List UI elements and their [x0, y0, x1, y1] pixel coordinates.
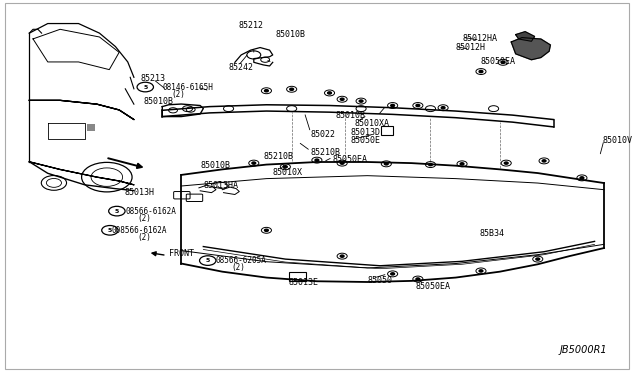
Circle shape [429, 163, 433, 166]
Text: (2): (2) [137, 233, 151, 242]
Polygon shape [516, 32, 534, 41]
Circle shape [416, 105, 420, 107]
Text: 85013E: 85013E [289, 278, 319, 287]
Circle shape [504, 162, 508, 164]
Circle shape [391, 273, 394, 275]
Circle shape [580, 177, 584, 179]
Text: 5: 5 [143, 84, 147, 90]
Text: 08146-6165H: 08146-6165H [163, 83, 213, 92]
Text: 85010X: 85010X [273, 168, 303, 177]
Circle shape [460, 163, 464, 165]
Text: 85013HA: 85013HA [204, 182, 238, 190]
Text: 85050EA: 85050EA [333, 155, 367, 164]
Text: 85010B: 85010B [276, 30, 306, 39]
Text: 85050EA: 85050EA [415, 282, 451, 291]
Circle shape [479, 70, 483, 73]
Text: (2): (2) [232, 263, 246, 272]
Text: 85212: 85212 [238, 21, 263, 30]
Circle shape [536, 258, 540, 260]
Text: 85B34: 85B34 [480, 230, 505, 238]
Circle shape [441, 107, 445, 109]
Text: 85010B: 85010B [143, 97, 173, 106]
Circle shape [359, 100, 363, 102]
Text: 5: 5 [205, 258, 210, 263]
Text: 85012HA: 85012HA [462, 34, 497, 43]
Circle shape [479, 270, 483, 272]
Circle shape [264, 90, 268, 92]
Text: 85010V: 85010V [602, 137, 632, 145]
Circle shape [340, 162, 344, 164]
Circle shape [385, 163, 388, 165]
Text: FRONT: FRONT [168, 249, 194, 258]
Text: 85050: 85050 [367, 276, 392, 285]
Text: 85010B: 85010B [336, 111, 366, 121]
Text: (2): (2) [172, 90, 186, 99]
Text: (2): (2) [137, 214, 151, 223]
Text: 5: 5 [115, 209, 119, 214]
Circle shape [542, 160, 546, 162]
Circle shape [340, 98, 344, 100]
Text: 85022: 85022 [310, 130, 335, 139]
Circle shape [284, 166, 287, 168]
Circle shape [328, 92, 332, 94]
Circle shape [391, 105, 394, 107]
Text: 85050EA: 85050EA [481, 57, 516, 66]
Circle shape [290, 88, 294, 90]
Circle shape [315, 159, 319, 161]
Text: 85210B: 85210B [310, 148, 340, 157]
Text: 85050E: 85050E [350, 137, 380, 145]
Circle shape [340, 255, 344, 257]
Circle shape [252, 162, 256, 164]
Text: JB5000R1: JB5000R1 [559, 345, 607, 355]
Text: 85210B: 85210B [263, 152, 293, 161]
Text: 85010B: 85010B [200, 161, 230, 170]
Text: 08566-6205A: 08566-6205A [216, 256, 267, 265]
Bar [87, 124, 95, 131]
Text: 08566-6162A: 08566-6162A [125, 206, 176, 216]
Text: 85242: 85242 [228, 63, 253, 72]
Text: 85012H: 85012H [456, 43, 486, 52]
Circle shape [264, 229, 268, 231]
Text: 85013H: 85013H [124, 188, 154, 197]
Text: 008566-6162A: 008566-6162A [112, 226, 167, 235]
Text: 85013D: 85013D [350, 128, 380, 137]
Text: 85213: 85213 [140, 74, 165, 83]
Circle shape [416, 278, 420, 280]
Circle shape [501, 61, 505, 63]
Text: 5: 5 [108, 228, 112, 233]
Polygon shape [511, 38, 550, 60]
Text: 85010XA: 85010XA [355, 119, 390, 128]
